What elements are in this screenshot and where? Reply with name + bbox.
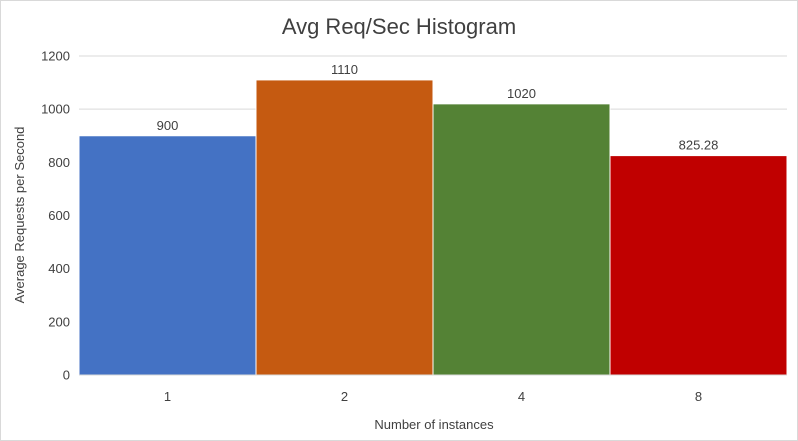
data-label-8: 825.28 <box>679 138 719 153</box>
bar-4 <box>432 103 611 376</box>
y-tick-label: 200 <box>48 314 70 329</box>
y-axis-label: Average Requests per Second <box>12 127 27 304</box>
x-tick-label: 8 <box>695 389 702 404</box>
x-tick-label: 2 <box>341 389 348 404</box>
bar-1 <box>78 135 257 376</box>
y-tick-label: 1000 <box>41 102 70 117</box>
x-tick-label: 1 <box>164 389 171 404</box>
y-axis-tick-labels: 0 200 400 600 800 1000 1200 <box>41 49 70 383</box>
chart-title: Avg Req/Sec Histogram <box>282 14 516 39</box>
bars <box>78 79 788 376</box>
data-label-1: 900 <box>157 118 179 133</box>
y-tick-label: 600 <box>48 208 70 223</box>
data-labels: 900 1110 1020 825.28 <box>157 62 719 153</box>
x-axis-label: Number of instances <box>374 417 494 432</box>
y-tick-label: 400 <box>48 261 70 276</box>
data-label-4: 1020 <box>507 86 536 101</box>
bar-2 <box>255 79 434 376</box>
x-tick-label: 4 <box>518 389 525 404</box>
bar-8 <box>609 155 788 376</box>
data-label-2: 1110 <box>331 62 358 77</box>
x-axis-tick-labels: 1 2 4 8 <box>164 389 702 404</box>
y-tick-label: 800 <box>48 155 70 170</box>
y-tick-label: 1200 <box>41 49 70 64</box>
y-tick-label: 0 <box>63 368 70 383</box>
